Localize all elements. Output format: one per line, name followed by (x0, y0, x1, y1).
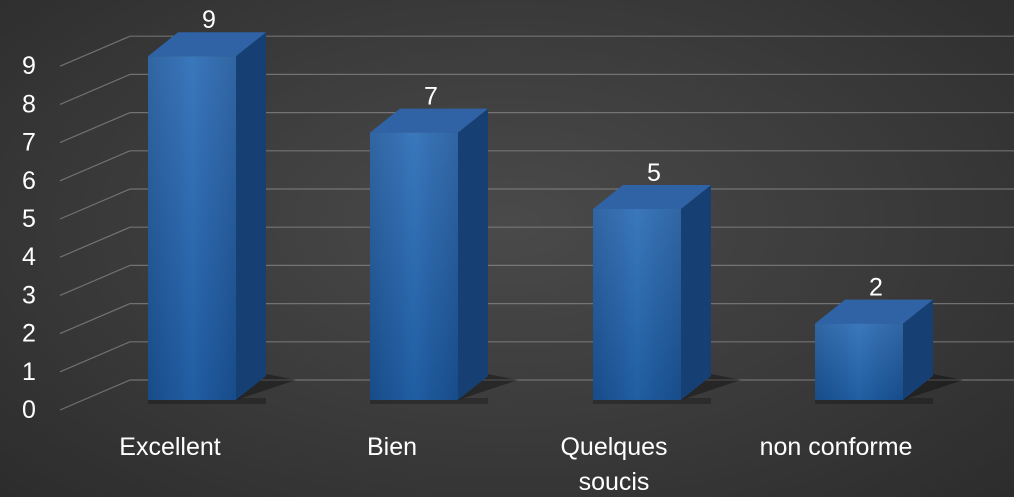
y-tick-label: 2 (22, 320, 36, 348)
bar-shadow-base (815, 398, 933, 404)
bar-front-shade (370, 132, 458, 400)
gridline-diagonal (59, 303, 131, 335)
bar-shadows (148, 374, 963, 404)
bar-side (903, 299, 933, 400)
data-label: 7 (424, 83, 438, 111)
category-label: non conforme (760, 433, 913, 461)
y-tick-label: 0 (22, 396, 36, 424)
y-tick-label: 3 (22, 281, 36, 309)
category-label: Quelques soucis (560, 433, 667, 496)
gridline-diagonal (59, 379, 131, 411)
bar-front-shade (148, 56, 236, 400)
bar-top (815, 299, 933, 324)
gridline-diagonal (59, 35, 131, 67)
bar-shadow (236, 374, 296, 400)
y-tick-label: 1 (22, 358, 36, 386)
bar-side (236, 32, 266, 400)
bar-top (370, 108, 488, 133)
bar-side (681, 185, 711, 400)
y-axis-tick-labels: 0 1 2 3 4 5 6 7 8 9 (22, 52, 36, 424)
bar-shadow (458, 374, 518, 400)
bar-top (148, 32, 266, 57)
bar-shadow-base (370, 398, 488, 404)
bar-front-shade (815, 323, 903, 400)
gridline-diagonal (59, 150, 131, 182)
y-tick-label: 7 (22, 129, 36, 157)
bar-top (593, 185, 711, 209)
bar-side (458, 108, 488, 400)
bar-shadow-base (593, 398, 711, 404)
y-tick-label: 8 (22, 90, 36, 118)
bar-front-shade (593, 209, 681, 400)
gridline-diagonal (59, 188, 131, 220)
gridline-diagonal (59, 264, 131, 296)
data-labels: 9 7 5 2 (202, 6, 883, 301)
gridlines (59, 35, 1014, 411)
data-label: 2 (869, 274, 883, 302)
data-label: 5 (647, 159, 661, 187)
y-tick-label: 6 (22, 167, 36, 195)
y-tick-label: 5 (22, 205, 36, 233)
gridline-diagonal (59, 112, 131, 144)
gridline-diagonal (59, 341, 131, 373)
gridline-diagonal (59, 226, 131, 258)
data-label: 9 (202, 6, 216, 34)
bar-shadow (681, 374, 741, 400)
category-label: Excellent (119, 433, 220, 461)
gridline-diagonal (59, 73, 131, 105)
bar-shadow-base (148, 398, 266, 404)
y-tick-label: 4 (22, 243, 36, 271)
x-axis-category-labels: Excellent Bien Quelques soucis non conforme (119, 433, 912, 496)
category-label: Bien (367, 433, 417, 461)
bar-shadow (903, 374, 963, 400)
y-tick-label: 9 (22, 52, 36, 80)
bars (148, 32, 933, 400)
